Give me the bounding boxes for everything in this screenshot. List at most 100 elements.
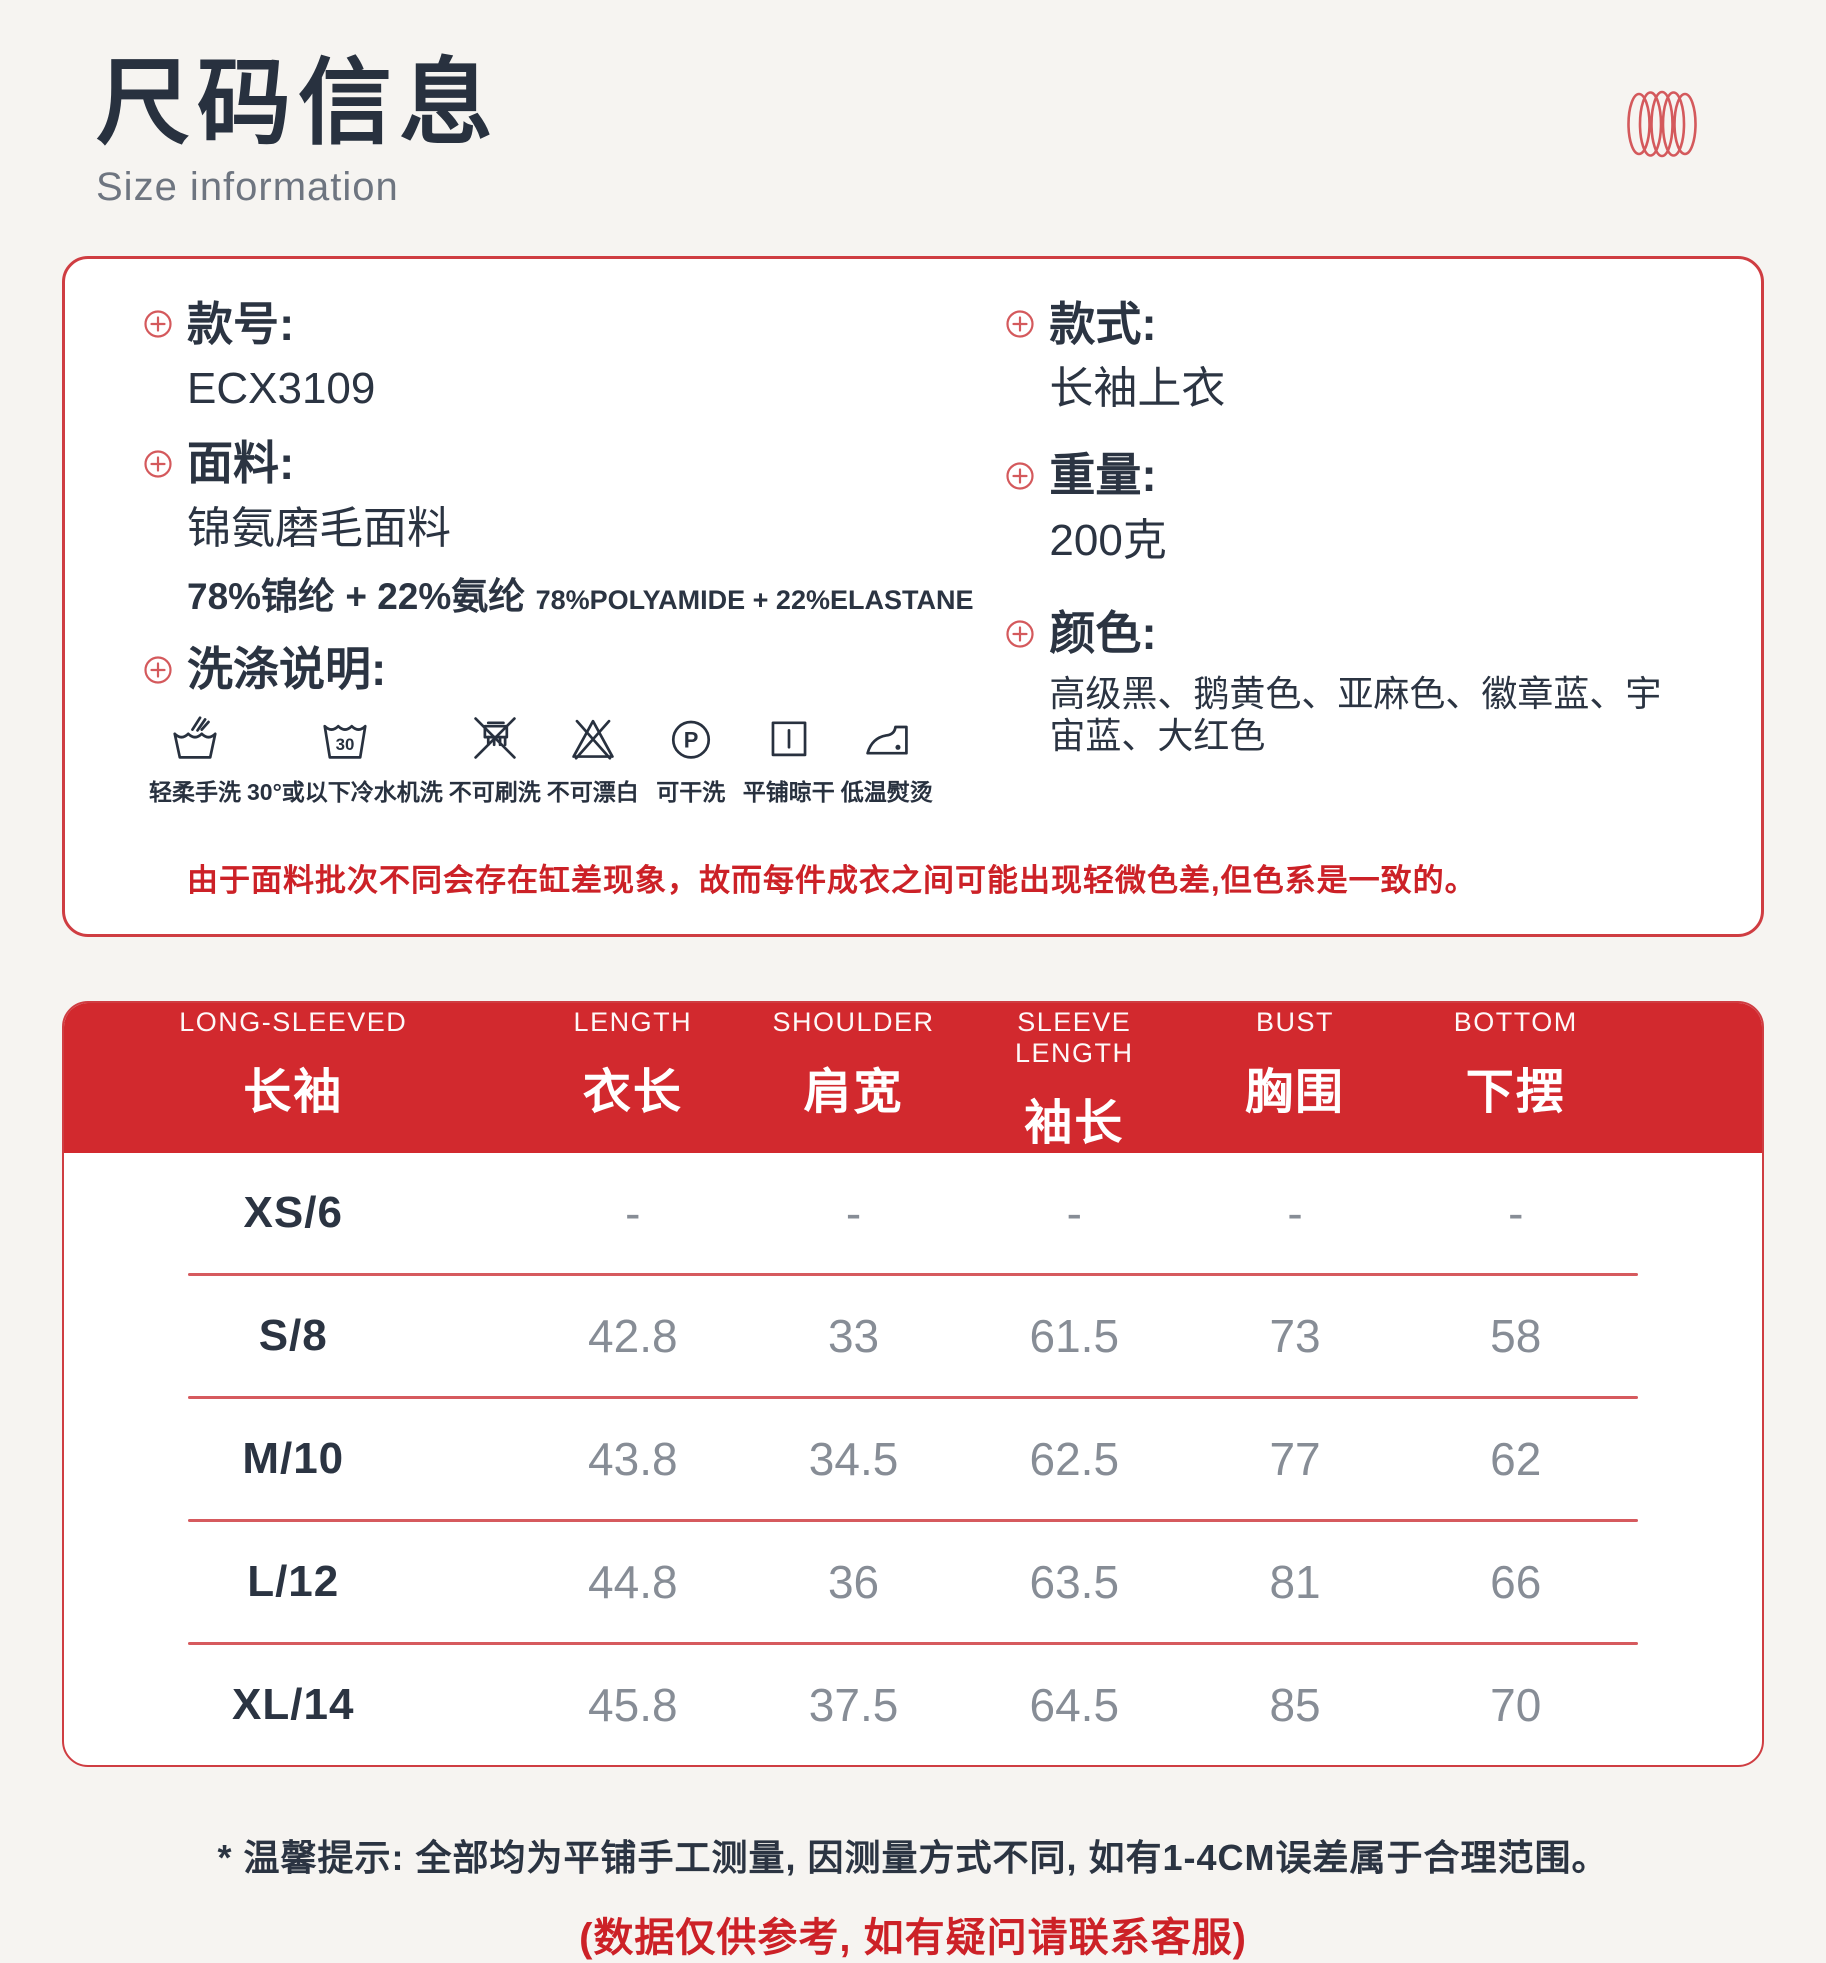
value-cell: 61.5 (1029, 1310, 1120, 1363)
plus-circle-icon (1005, 309, 1035, 339)
svg-text:P: P (683, 728, 698, 753)
column-header-en: SLEEVE LENGTH (1015, 1007, 1134, 1069)
coil-icon (1626, 86, 1698, 162)
column-header: LONG-SLEEVED 长袖 (64, 1007, 522, 1153)
care-item: 轻柔手洗 (149, 711, 241, 807)
care-caption: 轻柔手洗 (149, 779, 241, 806)
info-right-column: 款式: 长袖上衣 重量: 200克 颜色: (1005, 297, 1683, 830)
plus-circle-icon (143, 449, 173, 479)
colors-value: 高级黑、鹅黄色、亚麻色、徽章蓝、宇宙蓝、大红色 (1049, 673, 1662, 756)
size-cell: S/8 (258, 1311, 328, 1361)
column-header-en: LONG-SLEEVED (179, 1007, 408, 1038)
table-row: L/12 44.8 36 63.5 81 66 (64, 1522, 1762, 1642)
size-table-header: LONG-SLEEVED 长袖 LENGTH 衣长 SHOULDER 肩宽 SL… (64, 1003, 1762, 1154)
care-caption: 不可刷洗 (448, 779, 541, 806)
style-value: 长袖上衣 (1049, 363, 1226, 413)
care-caption: 平铺晾干 (742, 779, 835, 806)
value-cell: 70 (1490, 1679, 1542, 1732)
info-left-column: 款号: ECX3109 面料: 锦氨磨毛面料 78%锦纶 + 22%氨纶 78%… (143, 297, 1005, 830)
page-header: 尺码信息 Size information (0, 0, 1826, 210)
care-item: 30 30°或以下冷水机洗 (247, 711, 443, 807)
value-cell: 43.8 (588, 1433, 678, 1486)
size-cell: XL/14 (232, 1680, 355, 1730)
composition-en: 78%POLYAMIDE + 22%ELASTANE (535, 585, 974, 616)
field-wash-instructions: 洗涤说明: 轻柔手洗 (143, 642, 1005, 807)
value-cell: 85 (1269, 1679, 1321, 1732)
value-cell: - (1508, 1187, 1524, 1240)
value-cell: 58 (1490, 1310, 1542, 1363)
value-cell: 64.5 (1029, 1679, 1120, 1732)
value-cell: - (1287, 1187, 1303, 1240)
fabric-batch-note: 由于面料批次不同会存在缸差现象，故而每件成衣之间可能出现轻微色差,但色系是一致的… (187, 863, 1477, 899)
value-cell: 34.5 (808, 1433, 899, 1486)
value-cell: 33 (827, 1310, 880, 1363)
column-header: LENGTH 衣长 (522, 1007, 743, 1153)
no-bleach-icon (566, 711, 620, 765)
column-header-en: LENGTH (573, 1007, 693, 1038)
page-title: 尺码信息 (96, 50, 501, 155)
column-header: BUST 胸围 (1185, 1007, 1406, 1153)
table-row: S/8 42.8 33 61.5 73 58 (64, 1276, 1762, 1396)
care-item: P 可干洗 (645, 711, 737, 807)
care-caption: 不可漂白 (546, 779, 639, 806)
value-cell: 77 (1269, 1433, 1321, 1486)
table-row: XS/6 - - - - - (64, 1153, 1762, 1273)
value-cell: 36 (827, 1556, 880, 1609)
value-cell: 73 (1269, 1310, 1321, 1363)
field-weight: 重量: 200克 (1005, 448, 1683, 566)
row-divider (187, 1396, 1639, 1400)
hand-wash-icon (168, 711, 222, 765)
column-header: BOTTOM 下摆 (1405, 1007, 1626, 1153)
column-header: SLEEVE LENGTH 袖长 (964, 1007, 1185, 1153)
dry-flat-icon (762, 711, 816, 765)
value-cell: - (1066, 1187, 1082, 1240)
value-cell: 37.5 (808, 1679, 899, 1732)
plus-circle-icon (143, 655, 173, 685)
value-cell: 62.5 (1029, 1433, 1120, 1486)
size-table: LONG-SLEEVED 长袖 LENGTH 衣长 SHOULDER 肩宽 SL… (62, 1001, 1764, 1768)
column-header-cn: 衣长 (582, 1066, 683, 1120)
iron-low-icon (860, 711, 914, 765)
column-header-cn: 肩宽 (803, 1066, 904, 1120)
column-header-en: BUST (1256, 1007, 1335, 1038)
field-fabric: 面料: 锦氨磨毛面料 78%锦纶 + 22%氨纶 78%POLYAMIDE + … (143, 436, 1005, 620)
column-header: SHOULDER 肩宽 (743, 1007, 964, 1153)
value-cell: - (845, 1187, 862, 1240)
product-info-card: 款号: ECX3109 面料: 锦氨磨毛面料 78%锦纶 + 22%氨纶 78%… (62, 255, 1764, 938)
field-style-number: 款号: ECX3109 (143, 297, 1005, 415)
weight-value: 200克 (1049, 515, 1167, 565)
column-header-cn: 袖长 (1024, 1097, 1125, 1151)
care-item: 不可刷洗 (449, 711, 541, 807)
field-label: 款号: (187, 297, 295, 350)
column-header-en: SHOULDER (772, 1007, 935, 1038)
value-cell: 44.8 (588, 1556, 678, 1609)
row-divider (187, 1642, 1639, 1646)
dry-clean-icon: P (664, 711, 718, 765)
care-item: 平铺晾干 (743, 711, 835, 807)
plus-circle-icon (1005, 619, 1035, 649)
plus-circle-icon (143, 309, 173, 339)
svg-text:30: 30 (336, 735, 355, 754)
field-label: 重量: (1049, 449, 1157, 502)
care-caption: 可干洗 (656, 779, 726, 806)
column-header-cn: 胸围 (1245, 1066, 1346, 1120)
size-cell: M/10 (242, 1434, 345, 1484)
value-cell: - (625, 1187, 641, 1240)
column-header-en: BOTTOM (1453, 1007, 1578, 1038)
care-caption: 低温熨烫 (840, 779, 933, 806)
composition-cn: 78%锦纶 + 22%氨纶 (187, 576, 526, 618)
field-label: 款式: (1049, 297, 1157, 350)
page-footer: * 温馨提示: 全部均为平铺手工测量, 因测量方式不同, 如有1-4CM误差属于… (0, 1829, 1826, 1963)
field-colors: 颜色: 高级黑、鹅黄色、亚麻色、徽章蓝、宇宙蓝、大红色 (1005, 606, 1683, 756)
column-header-cn: 下摆 (1465, 1066, 1566, 1120)
field-label: 洗涤说明: (187, 643, 387, 696)
field-style: 款式: 长袖上衣 (1005, 297, 1683, 415)
care-item: 低温熨烫 (841, 711, 933, 807)
style-number-value: ECX3109 (187, 363, 376, 413)
page-subtitle: Size information (96, 164, 399, 209)
value-cell: 62 (1490, 1433, 1542, 1486)
plus-circle-icon (1005, 461, 1035, 491)
table-row: M/10 43.8 34.5 62.5 77 62 (64, 1399, 1762, 1519)
value-cell: 42.8 (588, 1310, 678, 1363)
value-cell: 66 (1490, 1556, 1542, 1609)
